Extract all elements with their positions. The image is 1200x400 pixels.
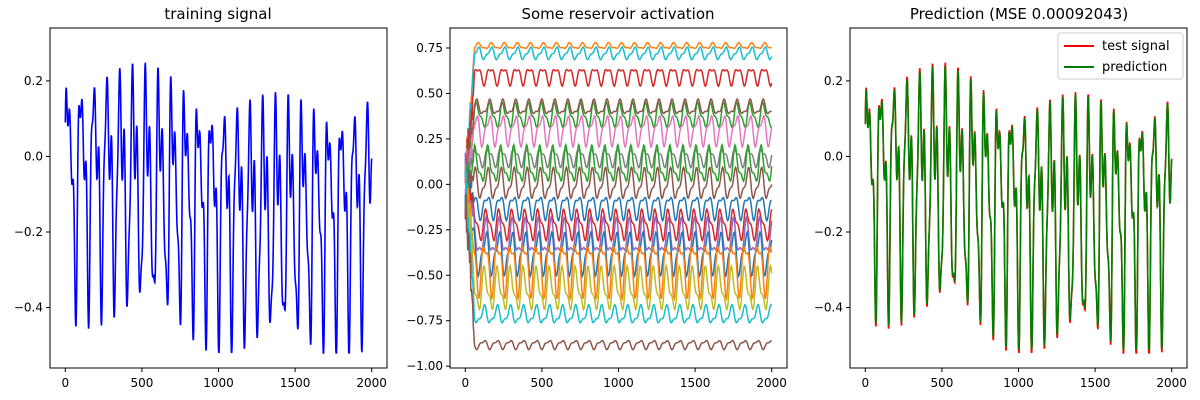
y-tick-label: −1.00 (406, 359, 443, 373)
y-tick-label: 0.0 (24, 149, 43, 163)
title-prediction: Prediction (MSE 0.00092043) (910, 5, 1128, 23)
series-group (864, 62, 1173, 354)
series-line-reservoir-2 (464, 68, 773, 208)
x-tick-label: 2000 (756, 376, 787, 390)
x-tick-label: 1000 (603, 376, 634, 390)
x-tick-label: 1000 (1003, 376, 1034, 390)
tick-group: 0 500 1000 1500 2000 −0.4 −0.2 0.0 0.2 (814, 74, 1187, 390)
y-tick-label: −0.50 (406, 268, 443, 282)
series-line-reservoir-7 (464, 142, 773, 204)
y-tick-label: −0.75 (406, 314, 443, 328)
x-tick-label: 1000 (203, 376, 234, 390)
series-line-reservoir-1 (464, 46, 773, 175)
series-line-training-signal (64, 62, 373, 354)
x-tick-label: 500 (530, 376, 553, 390)
series-line-reservoir-11 (464, 152, 773, 252)
x-tick-label: 0 (461, 376, 469, 390)
x-tick-label: 1500 (280, 376, 311, 390)
series-line-reservoir-14 (464, 183, 773, 312)
series-line-reservoir-15 (464, 163, 773, 324)
tick-group: 0 500 1000 1500 2000 −1.00 −0.75 −0.50 −0.25 0.00… (406, 41, 787, 390)
y-tick-label: 0.2 (824, 74, 843, 88)
y-tick-label: 0.50 (416, 86, 443, 100)
panel-reservoir-activation: Some reservoir activation 0 500 1000 1500 20… (406, 5, 788, 390)
legend: test signal prediction (1057, 32, 1184, 80)
x-tick-label: 2000 (1156, 376, 1187, 390)
y-tick-label: 0.00 (416, 177, 443, 191)
series-line-reservoir-0 (464, 41, 772, 204)
series-line-reservoir-9 (464, 181, 772, 223)
y-tick-label: −0.2 (814, 225, 843, 239)
title-reservoir: Some reservoir activation (521, 5, 714, 23)
tick-group: 0 500 1000 1500 2000 −0.4 −0.2 0.0 0.2 (14, 74, 387, 390)
series-line-reservoir-16 (464, 193, 772, 351)
y-tick-label: 0.2 (24, 74, 43, 88)
series-group (64, 62, 373, 354)
y-tick-label: −0.4 (14, 301, 43, 315)
x-tick-label: 0 (861, 376, 869, 390)
panel-training-signal: training signal 0 500 1000 1500 2000 −0.4 −0.2… (14, 5, 388, 390)
series-line-reservoir-10 (464, 154, 773, 243)
y-tick-label: −0.4 (814, 301, 843, 315)
y-tick-label: −0.2 (14, 225, 43, 239)
series-line-reservoir-4 (464, 97, 772, 220)
y-tick-label: 0.0 (824, 149, 843, 163)
series-line-reservoir-8 (464, 161, 773, 213)
x-tick-label: 2000 (356, 376, 387, 390)
x-tick-label: 0 (61, 376, 69, 390)
legend-label-test-signal: test signal (1102, 39, 1170, 54)
y-tick-label: 0.25 (416, 132, 443, 146)
x-tick-label: 500 (130, 376, 153, 390)
x-tick-label: 1500 (1080, 376, 1111, 390)
series-line-reservoir-5 (464, 114, 773, 213)
series-line-reservoir-13 (464, 164, 773, 302)
x-tick-label: 1500 (680, 376, 711, 390)
legend-label-prediction: prediction (1102, 60, 1167, 75)
series-line-prediction (864, 65, 1173, 350)
series-line-reservoir-12 (464, 187, 773, 279)
x-tick-label: 500 (930, 376, 953, 390)
y-tick-label: −0.25 (406, 223, 443, 237)
y-tick-label: 0.75 (416, 41, 443, 55)
title-training-signal: training signal (164, 5, 271, 23)
series-group (464, 41, 773, 351)
panel-prediction: Prediction (MSE 0.00092043) 0 500 1000 1500… (814, 5, 1188, 390)
